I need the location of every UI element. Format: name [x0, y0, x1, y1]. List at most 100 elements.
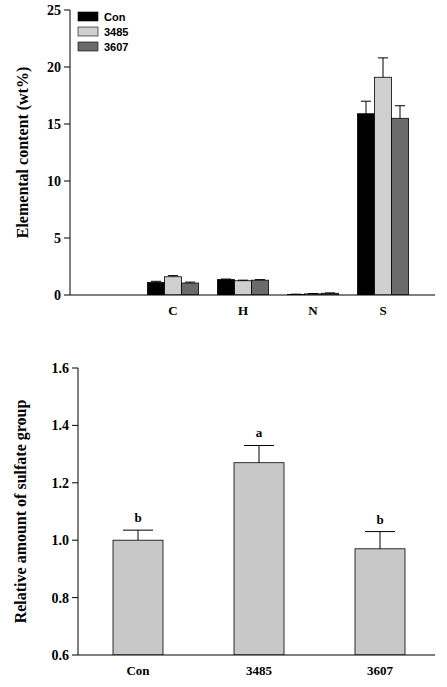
x-tick-label: 3607 [367, 663, 394, 678]
y-tick [64, 124, 70, 125]
error-cap [365, 531, 395, 532]
y-axis-label: Elemental content (wt%) [14, 67, 32, 239]
y-tick [72, 540, 78, 541]
error-cap [185, 282, 195, 283]
y-tick-label: 10 [47, 174, 61, 189]
annotation: a [256, 425, 263, 440]
error-bar [378, 58, 388, 77]
y-axis-label: Relative amount of sulfate group [12, 400, 30, 624]
y-tick-label: 1.6 [52, 361, 70, 376]
x-tick-label: S [379, 303, 386, 318]
y-tick [72, 368, 78, 369]
error-cap [378, 57, 388, 58]
y-tick-label: 0.6 [52, 648, 70, 663]
error-bar [244, 445, 274, 462]
bar [234, 463, 284, 655]
bar [358, 114, 375, 295]
error-bar [185, 282, 195, 284]
error-cap [255, 279, 265, 280]
bar [182, 283, 199, 295]
error-line [138, 530, 139, 540]
y-tick-label: 5 [54, 231, 61, 246]
bar [235, 281, 252, 295]
error-bar [325, 292, 335, 293]
y-tick [64, 67, 70, 68]
error-bars [123, 445, 395, 548]
y-tick [72, 597, 78, 598]
error-cap [238, 280, 248, 281]
y-tick [64, 238, 70, 239]
y-tick [64, 181, 70, 182]
y-tick [64, 295, 70, 296]
figure: 0 5 10 15 20 25 Elemental content (wt%) C H N S Con… [0, 0, 447, 687]
error-cap [221, 279, 231, 280]
error-bar [151, 281, 161, 282]
error-bar [123, 530, 153, 540]
bar [252, 280, 269, 295]
error-bar [238, 280, 248, 282]
y-tick-label: 0 [54, 288, 61, 303]
annotation: b [376, 512, 383, 527]
y-axis [78, 368, 79, 655]
marks [113, 463, 405, 655]
error-bar [395, 106, 405, 119]
error-line [383, 58, 384, 77]
chart: 0.6 0.8 1.0 1.2 1.4 1.6 Relative amount of sul… [12, 361, 436, 678]
bar [375, 77, 392, 295]
marks [148, 77, 409, 295]
error-cap [325, 292, 335, 293]
error-bar [365, 532, 395, 549]
error-line [380, 532, 381, 549]
legend-label: Con [104, 11, 126, 23]
error-bar [308, 293, 318, 294]
x-tick-label: C [168, 303, 177, 318]
annotation: b [134, 510, 141, 525]
error-cap [244, 445, 274, 446]
y-tick [72, 655, 78, 656]
error-bar [361, 101, 371, 114]
error-bar [168, 276, 178, 277]
bar [392, 118, 409, 295]
error-line [366, 101, 367, 114]
y-tick [64, 10, 70, 11]
legend-swatch [78, 42, 98, 51]
y-tick-label: 1.0 [52, 533, 70, 548]
bar [148, 282, 165, 295]
x-axis [78, 655, 435, 656]
error-line [400, 106, 401, 119]
error-cap [123, 530, 153, 531]
y-axis [70, 10, 71, 295]
bar [113, 540, 163, 655]
legend-swatch [78, 12, 98, 21]
y-tick-label: 1.4 [52, 418, 70, 433]
y-tick-label: 15 [47, 117, 61, 132]
error-cap [168, 275, 178, 276]
bar [218, 280, 235, 295]
error-bar [255, 279, 265, 281]
error-cap [395, 105, 405, 106]
chart: 0 5 10 15 20 25 Elemental content (wt%) C H N S Con… [14, 3, 436, 318]
error-bar [221, 279, 231, 281]
error-cap [151, 281, 161, 282]
y-tick-label: 20 [47, 60, 61, 75]
legend: Con 3485 3607 [78, 11, 128, 53]
error-line [259, 445, 260, 462]
legend-label: 3485 [104, 26, 128, 38]
legend-label: 3607 [104, 41, 128, 53]
error-cap [308, 293, 318, 294]
error-cap [361, 101, 371, 102]
x-tick-label: 3485 [246, 663, 273, 678]
x-tick-label: N [308, 303, 318, 318]
bar [355, 549, 405, 655]
legend-swatch [78, 27, 98, 36]
bar [165, 277, 182, 295]
x-tick-label: H [238, 303, 248, 318]
y-tick-label: 0.8 [52, 591, 70, 606]
error-bars [151, 58, 405, 295]
y-tick [72, 425, 78, 426]
x-axis [70, 295, 435, 296]
x-tick-label: Con [126, 663, 150, 678]
y-tick-label: 25 [47, 3, 61, 18]
y-tick [72, 482, 78, 483]
y-tick-label: 1.2 [52, 476, 70, 491]
